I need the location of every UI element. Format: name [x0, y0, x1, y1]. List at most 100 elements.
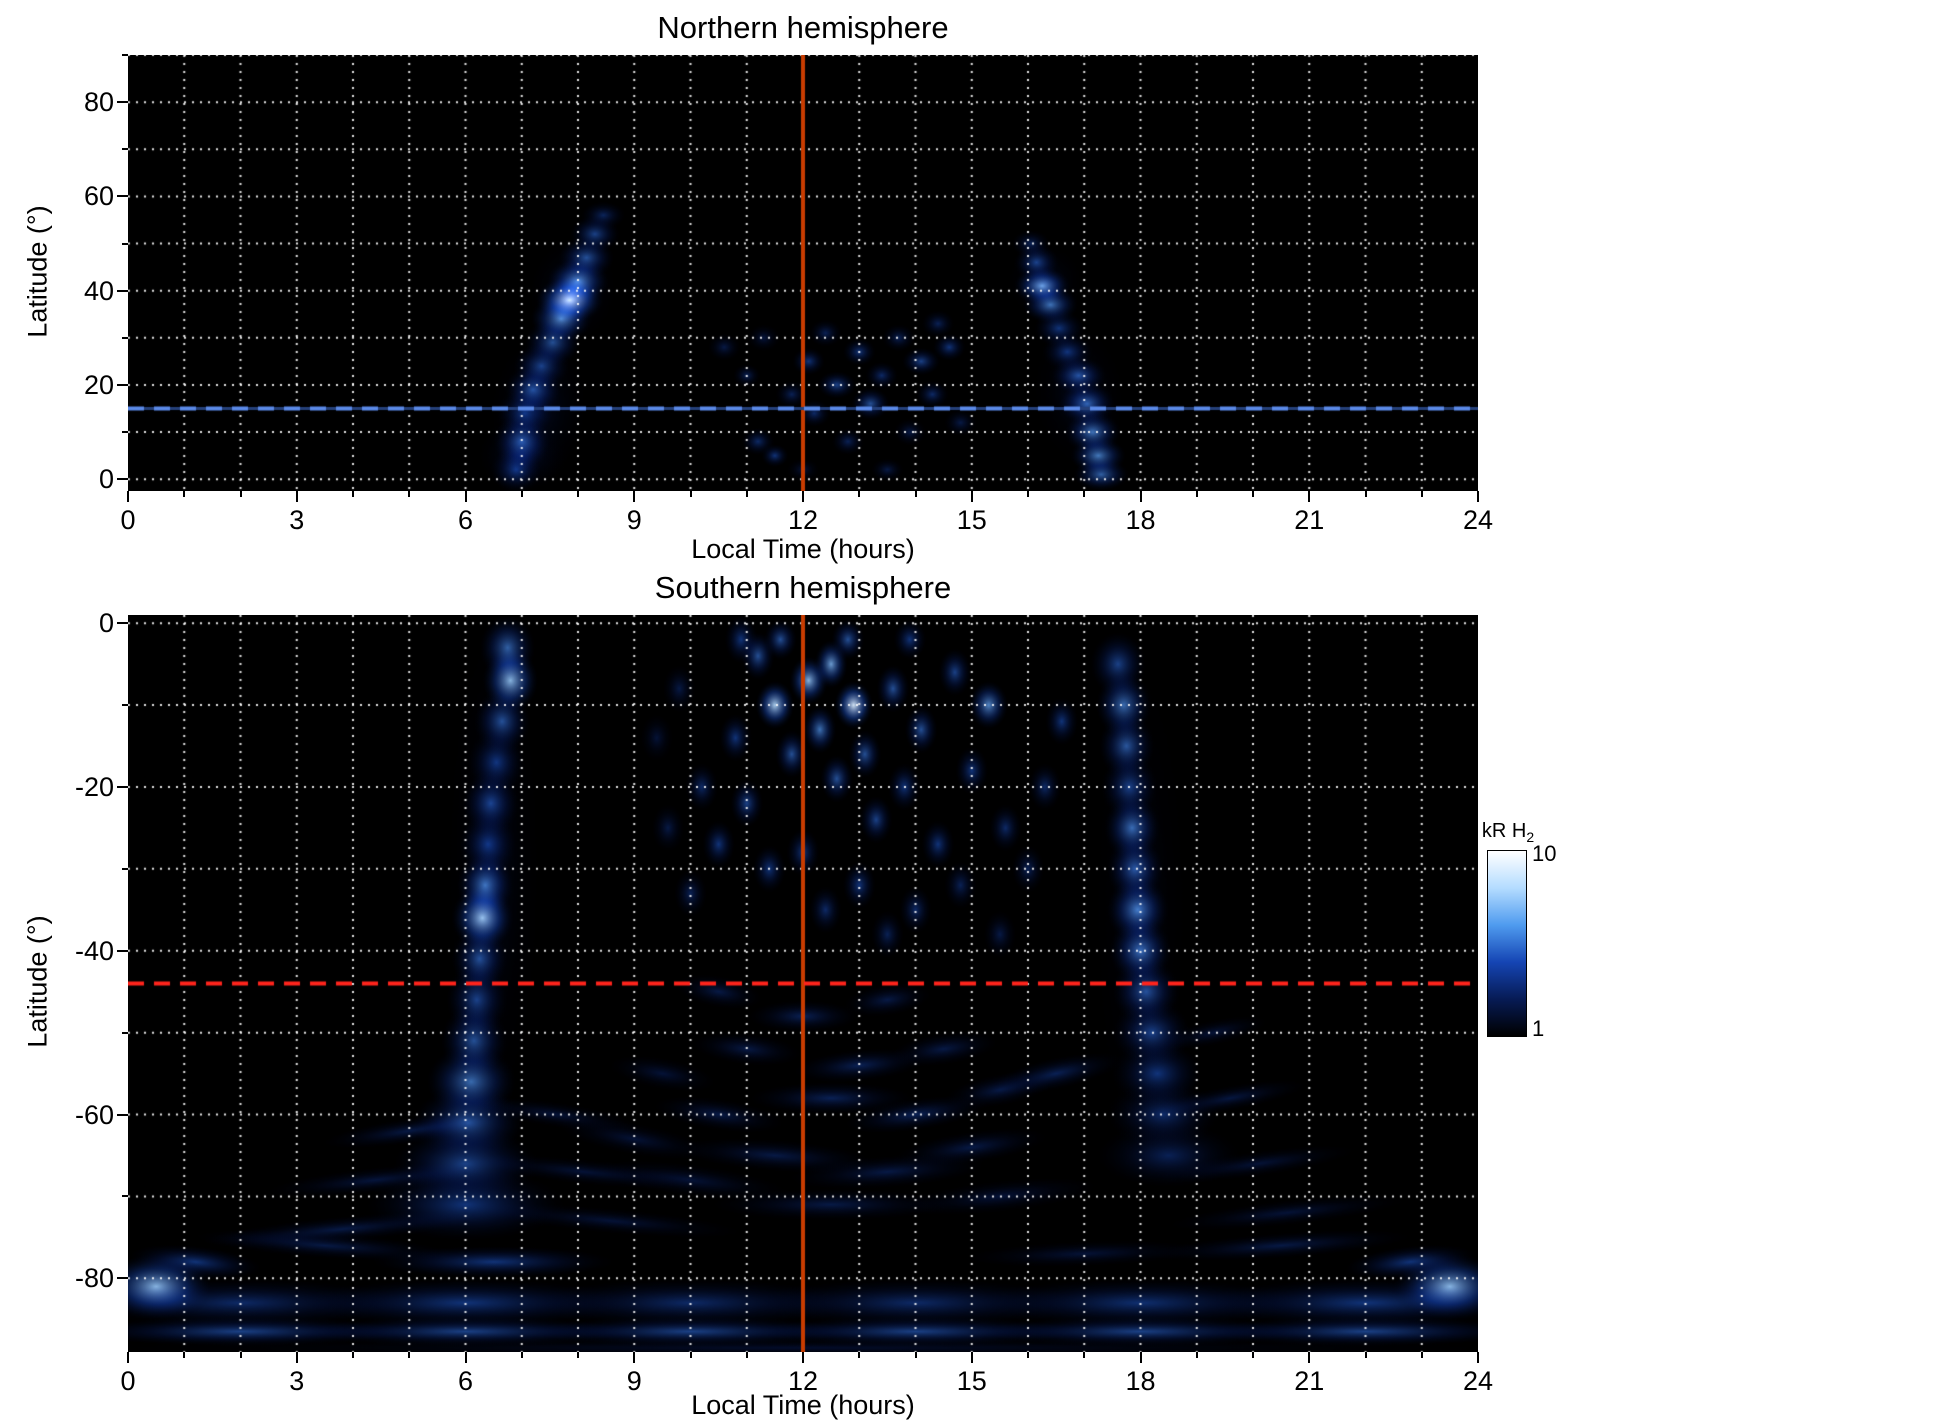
x-tick-mark: [1252, 1352, 1254, 1358]
x-tick-mark: [633, 1352, 636, 1363]
x-tick-mark: [295, 491, 298, 502]
y-tick-mark: [117, 785, 128, 788]
x-tick-mark: [633, 491, 636, 502]
x-tick-mark: [183, 1352, 186, 1358]
x-tick-mark: [520, 1352, 523, 1358]
y-tick-mark: [122, 148, 128, 151]
colorbar-gradient: [1487, 850, 1527, 1037]
x-tick-label: 15: [956, 505, 987, 535]
x-tick-label: 24: [1462, 505, 1494, 535]
x-tick-mark: [577, 491, 579, 497]
south-plot-area: [128, 615, 1478, 1352]
x-tick-label: 18: [1125, 505, 1156, 535]
x-tick-mark: [1477, 491, 1479, 502]
x-tick-mark: [408, 1352, 411, 1358]
x-tick-mark: [352, 1352, 354, 1358]
y-tick-label: 80: [83, 87, 114, 118]
x-tick-label: 3: [289, 505, 305, 535]
x-tick-label: 3: [289, 1366, 305, 1396]
y-tick-mark: [117, 622, 128, 625]
x-tick-mark: [183, 491, 186, 497]
x-tick-mark: [1083, 491, 1086, 497]
x-tick-mark: [408, 491, 411, 497]
y-tick-mark: [117, 1113, 128, 1116]
colorbar-title-text: kR H: [1481, 820, 1527, 842]
x-tick-label: 6: [457, 1366, 474, 1396]
x-tick-mark: [1420, 1352, 1423, 1358]
x-tick-mark: [295, 1352, 298, 1363]
x-tick-mark: [858, 491, 861, 497]
y-tick-mark: [122, 54, 128, 56]
south-xaxis-label: Local Time (hours): [691, 1390, 915, 1420]
x-tick-mark: [1364, 491, 1367, 497]
x-tick-mark: [914, 491, 917, 497]
x-tick-mark: [745, 491, 748, 497]
x-tick-mark: [970, 491, 973, 502]
x-tick-mark: [689, 1352, 692, 1358]
x-tick-mark: [1027, 491, 1029, 497]
x-tick-mark: [689, 491, 692, 497]
y-tick-mark: [117, 289, 128, 292]
y-tick-label: 40: [83, 275, 114, 306]
x-tick-label: 21: [1294, 1366, 1325, 1396]
x-tick-label: 9: [626, 505, 642, 535]
y-tick-mark: [122, 1195, 128, 1198]
x-tick-label: 18: [1125, 1366, 1156, 1396]
y-tick-label: -20: [74, 771, 114, 802]
colorbar-title-subscript: 2: [1526, 829, 1535, 845]
x-tick-label: 0: [120, 1366, 136, 1396]
south-yaxis-label: Latitude (°): [22, 915, 53, 1048]
x-tick-mark: [1027, 1352, 1029, 1358]
colorbar-min-label: 1: [1532, 1016, 1545, 1041]
y-tick-mark: [117, 383, 128, 386]
x-tick-mark: [970, 1352, 973, 1363]
x-tick-mark: [914, 1352, 917, 1358]
x-tick-mark: [1139, 1352, 1142, 1363]
y-tick-mark: [117, 195, 128, 198]
y-tick-label: 0: [98, 464, 114, 495]
x-tick-mark: [239, 491, 242, 497]
x-tick-mark: [858, 1352, 861, 1358]
x-tick-mark: [239, 1352, 242, 1358]
y-tick-mark: [122, 704, 128, 707]
x-tick-mark: [802, 1352, 804, 1363]
x-tick-mark: [127, 491, 129, 502]
x-tick-mark: [1195, 1352, 1198, 1358]
x-tick-mark: [464, 1352, 467, 1363]
x-tick-mark: [1139, 491, 1142, 502]
x-tick-label: 24: [1462, 1366, 1494, 1396]
south-panel-title: Southern hemisphere: [654, 570, 952, 605]
x-tick-label: 0: [120, 505, 136, 535]
south-heatmap-canvas: [128, 615, 1478, 1352]
x-tick-mark: [1420, 491, 1423, 497]
y-tick-mark: [122, 867, 128, 870]
y-tick-mark: [117, 478, 128, 481]
y-tick-mark: [122, 1031, 128, 1034]
x-tick-mark: [127, 1352, 129, 1363]
colorbar-max-label: 10: [1532, 841, 1557, 866]
x-tick-mark: [802, 491, 804, 502]
x-tick-label: 6: [457, 505, 474, 535]
y-tick-mark: [117, 101, 128, 104]
y-tick-mark: [122, 242, 128, 245]
north-plot-area: [128, 55, 1478, 491]
x-tick-mark: [1477, 1352, 1479, 1363]
y-tick-label: -60: [74, 1099, 114, 1130]
y-tick-label: 0: [98, 608, 114, 639]
x-tick-label: 21: [1294, 505, 1325, 535]
x-tick-mark: [1252, 491, 1254, 497]
x-tick-label: 15: [956, 1366, 987, 1396]
x-tick-mark: [1308, 491, 1311, 502]
y-tick-label: 60: [83, 181, 114, 212]
x-tick-mark: [352, 491, 354, 497]
x-tick-label: 9: [626, 1366, 642, 1396]
y-tick-mark: [117, 949, 128, 952]
x-tick-mark: [1083, 1352, 1086, 1358]
x-tick-label: 12: [787, 1366, 819, 1396]
x-tick-mark: [1195, 491, 1198, 497]
x-tick-mark: [1308, 1352, 1311, 1363]
x-tick-mark: [520, 491, 523, 497]
y-tick-mark: [117, 1277, 128, 1280]
y-tick-label: -40: [74, 935, 114, 966]
